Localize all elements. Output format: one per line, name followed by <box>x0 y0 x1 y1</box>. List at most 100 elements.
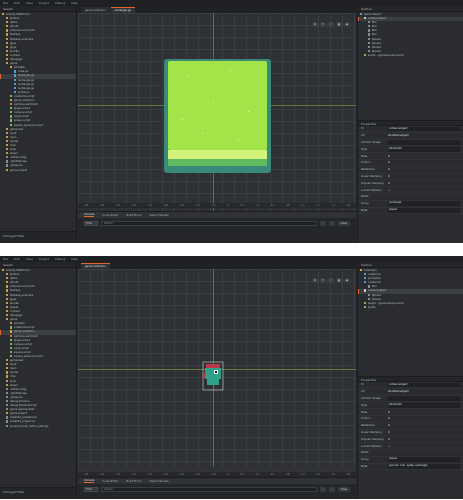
tree-item[interactable]: spawn.script <box>0 119 76 123</box>
tab-build-errors[interactable]: Build Errors <box>126 213 142 217</box>
tab-console[interactable]: Console <box>84 479 95 483</box>
tree-item[interactable]: Gravity Platformer <box>0 269 76 273</box>
tree-item[interactable]: player.script <box>0 338 76 343</box>
tree-item[interactable]: dmutil <box>0 25 76 29</box>
console-search-input[interactable]: Search <box>101 487 317 492</box>
prev-icon[interactable]: ‹ <box>320 221 326 226</box>
tree-item[interactable]: player.script <box>0 107 76 111</box>
tree-item[interactable]: game.project <box>0 168 76 173</box>
menu-help[interactable]: Help <box>71 1 78 5</box>
tree-item[interactable]: project.xcode_native_settings <box>0 424 76 429</box>
tree-item[interactable]: shop <box>0 148 76 152</box>
tree-item[interactable]: render <box>0 139 76 144</box>
tree-item[interactable]: player - /game/player.script <box>358 301 463 306</box>
tree-item[interactable]: cowbomb.script <box>0 326 76 330</box>
prev-icon[interactable]: ‹ <box>320 487 326 492</box>
tree-item[interactable]: firebase_analytics <box>0 37 76 42</box>
move-icon[interactable]: ✥ <box>312 22 318 27</box>
property-value[interactable]: rectangle <box>388 201 460 206</box>
tree-item[interactable]: .editorconfig <box>0 156 76 160</box>
tree-item[interactable]: .gitattributes <box>0 391 76 396</box>
property-value[interactable]: collisionobject <box>388 126 460 132</box>
property-value[interactable]: 0 <box>388 437 390 441</box>
tree-item[interactable]: Sphere <box>358 37 463 42</box>
scene-canvas[interactable]: ✥ ↻ ⤢ ▦ ◉ <box>78 269 356 467</box>
tree-item[interactable]: portable <box>0 66 76 70</box>
property-value[interactable]: Kinematic <box>388 402 460 408</box>
tree-item[interactable]: builtins <box>0 273 76 277</box>
tree-item[interactable]: cube.go <box>0 70 76 74</box>
property-value[interactable]: 0 <box>388 430 390 434</box>
menu-debug[interactable]: Debug <box>55 257 66 261</box>
menu-view[interactable]: View <box>25 1 33 5</box>
tree-item[interactable]: game.appmanifest <box>0 408 76 412</box>
grid-icon[interactable]: ▦ <box>336 278 342 283</box>
tree-item[interactable]: .gitignore <box>0 395 76 400</box>
eye-icon[interactable]: ◉ <box>344 278 350 283</box>
tree-item[interactable]: particles.particlefx <box>0 103 76 107</box>
tab-search-results[interactable]: Search Results <box>149 479 169 483</box>
player-character-sprite[interactable] <box>202 361 224 391</box>
tree-item[interactable]: rmw <box>0 375 76 379</box>
tree-item[interactable]: rectangle.go <box>0 86 76 91</box>
tree-item[interactable]: game <box>0 62 76 66</box>
tree-item[interactable]: gameview <box>0 359 76 363</box>
tree-item[interactable]: square_spawner.script <box>0 123 76 128</box>
tree-item[interactable]: firebase_analytics <box>0 293 76 298</box>
tree-item[interactable]: rmw <box>0 144 76 148</box>
scale-icon[interactable]: ⤢ <box>328 278 334 283</box>
property-value[interactable]: 0 <box>388 154 390 158</box>
menu-file[interactable]: File <box>3 257 9 261</box>
property-value[interactable]: #collisionobject <box>388 134 409 138</box>
clear-button[interactable]: Clear <box>338 221 350 226</box>
tree-item[interactable]: Collection <box>358 269 463 273</box>
tree-item[interactable]: Box <box>358 21 463 25</box>
tree-item[interactable]: gameview <box>0 127 76 132</box>
tree-item[interactable]: assets <box>0 305 76 310</box>
tree-item[interactable]: game.project <box>0 412 76 416</box>
tree-item[interactable]: Sphere <box>358 45 463 50</box>
tree-item[interactable]: dmutil <box>0 281 76 285</box>
scene-canvas[interactable]: ✥ ↻ ⤢ ▦ ◉ <box>78 13 356 211</box>
menu-help[interactable]: Help <box>71 257 78 261</box>
tree-item[interactable]: installed_presets.lua <box>0 416 76 420</box>
property-value[interactable] <box>388 396 460 401</box>
property-value[interactable]: 0 <box>388 168 390 172</box>
property-value[interactable] <box>388 140 460 145</box>
property-value[interactable]: 0 <box>388 174 390 178</box>
filter-dropdown[interactable]: Filter <box>84 487 98 492</box>
tree-item[interactable]: Box <box>358 33 463 37</box>
tree-item[interactable]: input.script <box>0 115 76 119</box>
tree-item[interactable]: rectangle.go <box>0 78 76 83</box>
tree-item[interactable]: defos <box>0 277 76 281</box>
rectangle-sprite[interactable] <box>164 59 271 173</box>
tree-item[interactable]: particles.particlefx <box>0 334 76 339</box>
tree-item[interactable]: defos <box>0 21 76 25</box>
menu-project[interactable]: Project <box>38 1 50 5</box>
tree-item[interactable]: extension-monarch <box>0 29 76 33</box>
tree-item[interactable]: Box <box>358 29 463 33</box>
tree-item[interactable]: .editorconfig <box>0 387 76 392</box>
tree-item[interactable]: sprite <box>358 305 463 310</box>
tree-item[interactable]: extension-monarch <box>0 285 76 289</box>
property-value[interactable]: player <box>388 208 460 213</box>
tab-console[interactable]: Console <box>84 213 95 217</box>
tree-item[interactable]: game.collection <box>0 98 76 103</box>
tree-item[interactable]: content <box>0 53 76 58</box>
tree-item[interactable]: installed_project.ini <box>0 420 76 424</box>
eye-icon[interactable]: ◉ <box>344 22 350 27</box>
next-icon[interactable]: › <box>329 221 335 226</box>
tree-item[interactable]: main <box>0 135 76 140</box>
tree-item[interactable]: game <box>0 318 76 322</box>
tree-item[interactable]: Sphere <box>358 41 463 46</box>
tree-item[interactable]: camera.script <box>0 111 76 115</box>
tree-item[interactable]: Game Object <box>358 13 463 17</box>
tree-item[interactable]: cowbomb.script <box>0 94 76 99</box>
tree-item[interactable]: bundle <box>0 49 76 54</box>
menu-debug[interactable]: Debug <box>55 1 66 5</box>
tree-item[interactable]: steam <box>0 383 76 388</box>
property-value[interactable]: player <box>388 457 460 462</box>
tree-item[interactable]: Box <box>358 285 463 289</box>
filter-dropdown[interactable]: Filter <box>84 221 98 226</box>
tab-game-collection[interactable]: game.collection <box>81 7 110 13</box>
